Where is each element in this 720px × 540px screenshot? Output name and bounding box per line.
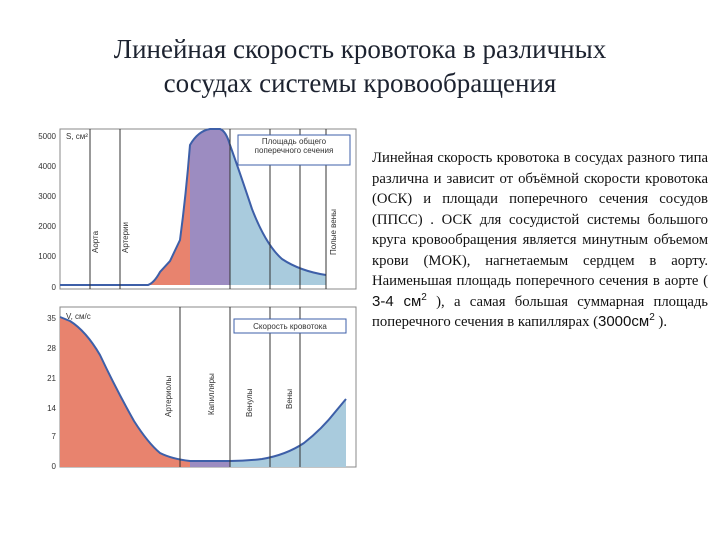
aorta-area-value: 3-4 см2 [372,291,427,310]
area-y-tick: 2000 [38,222,56,231]
venous-velocity-fill [230,399,346,467]
area-legend-text: Площадь общего поперечного сечения [254,137,334,155]
vessel-label-arterioles: Артериолы [164,376,173,417]
capillary-area-number: 3000 [598,313,632,330]
arterial-area-fill [90,145,190,285]
vessel-label-veins: Вены [285,389,294,409]
venous-area-fill [230,145,326,285]
capillary-velocity-fill [190,461,230,467]
description-part-1: Линейная скорость кровотока в сосудах ра… [372,150,708,289]
velocity-legend-box [233,318,347,334]
velocity-y-tick: 0 [52,462,57,471]
area-chart: 5000 4000 3000 2000 1000 0 S, см² Площад… [38,128,357,292]
area-y-tick: 0 [52,283,57,292]
description-paragraph: Линейная скорость кровотока в сосудах ра… [372,148,708,333]
slide-title: Линейная скорость кровотока в различных … [30,32,690,100]
slide-title-line-2: сосудах системы кровообращения [163,68,557,98]
velocity-y-tick: 21 [47,374,56,383]
velocity-curve [59,316,347,462]
area-legend: Площадь общего поперечного сечения [254,137,334,155]
vessel-label-arteries: Артерии [121,222,130,253]
velocity-chart: 35 28 21 14 7 0 V, см/с Скорость кровото… [47,306,357,471]
description-part-3: ). [658,314,667,330]
velocity-y-tick: 14 [47,404,56,413]
description-part-2: ), а самая большая суммарная площадь поп… [372,293,709,331]
area-curve [60,128,327,286]
capillary-area-fill [190,129,230,285]
vessel-label-vena-cava: Полые вены [329,209,338,255]
aorta-area-number: 3-4 [372,292,394,310]
capillary-area-value: 3000см2 [598,312,655,331]
area-y-tick: 1000 [38,252,56,261]
aorta-area-unit: см [403,292,422,310]
area-legend-box [237,134,351,166]
area-y-tick: 3000 [38,192,56,201]
velocity-axis-title: V, см/с [66,312,91,321]
arterial-velocity-fill [60,317,190,467]
vessel-label-aorta: Аорта [91,230,100,253]
vessel-label-capillaries: Капилляры [207,373,216,415]
velocity-y-tick: 7 [52,432,57,441]
area-axis-title: S, см² [66,132,88,141]
capillary-area-unit: см [631,313,650,330]
velocity-y-tick: 28 [47,344,56,353]
slide-title-line-1: Линейная скорость кровотока в различных [113,34,607,64]
velocity-y-tick: 35 [47,314,56,323]
area-y-tick: 5000 [38,132,56,141]
capillary-area-unit-exponent: 2 [649,312,655,323]
area-y-tick: 4000 [38,162,56,171]
vessel-label-venules: Венулы [245,388,254,417]
aorta-area-unit-exponent: 2 [421,291,427,303]
blood-flow-figure: 5000 4000 3000 2000 1000 0 S, см² Площад… [38,128,357,471]
velocity-legend-text: Скорость кровотока [253,322,327,331]
